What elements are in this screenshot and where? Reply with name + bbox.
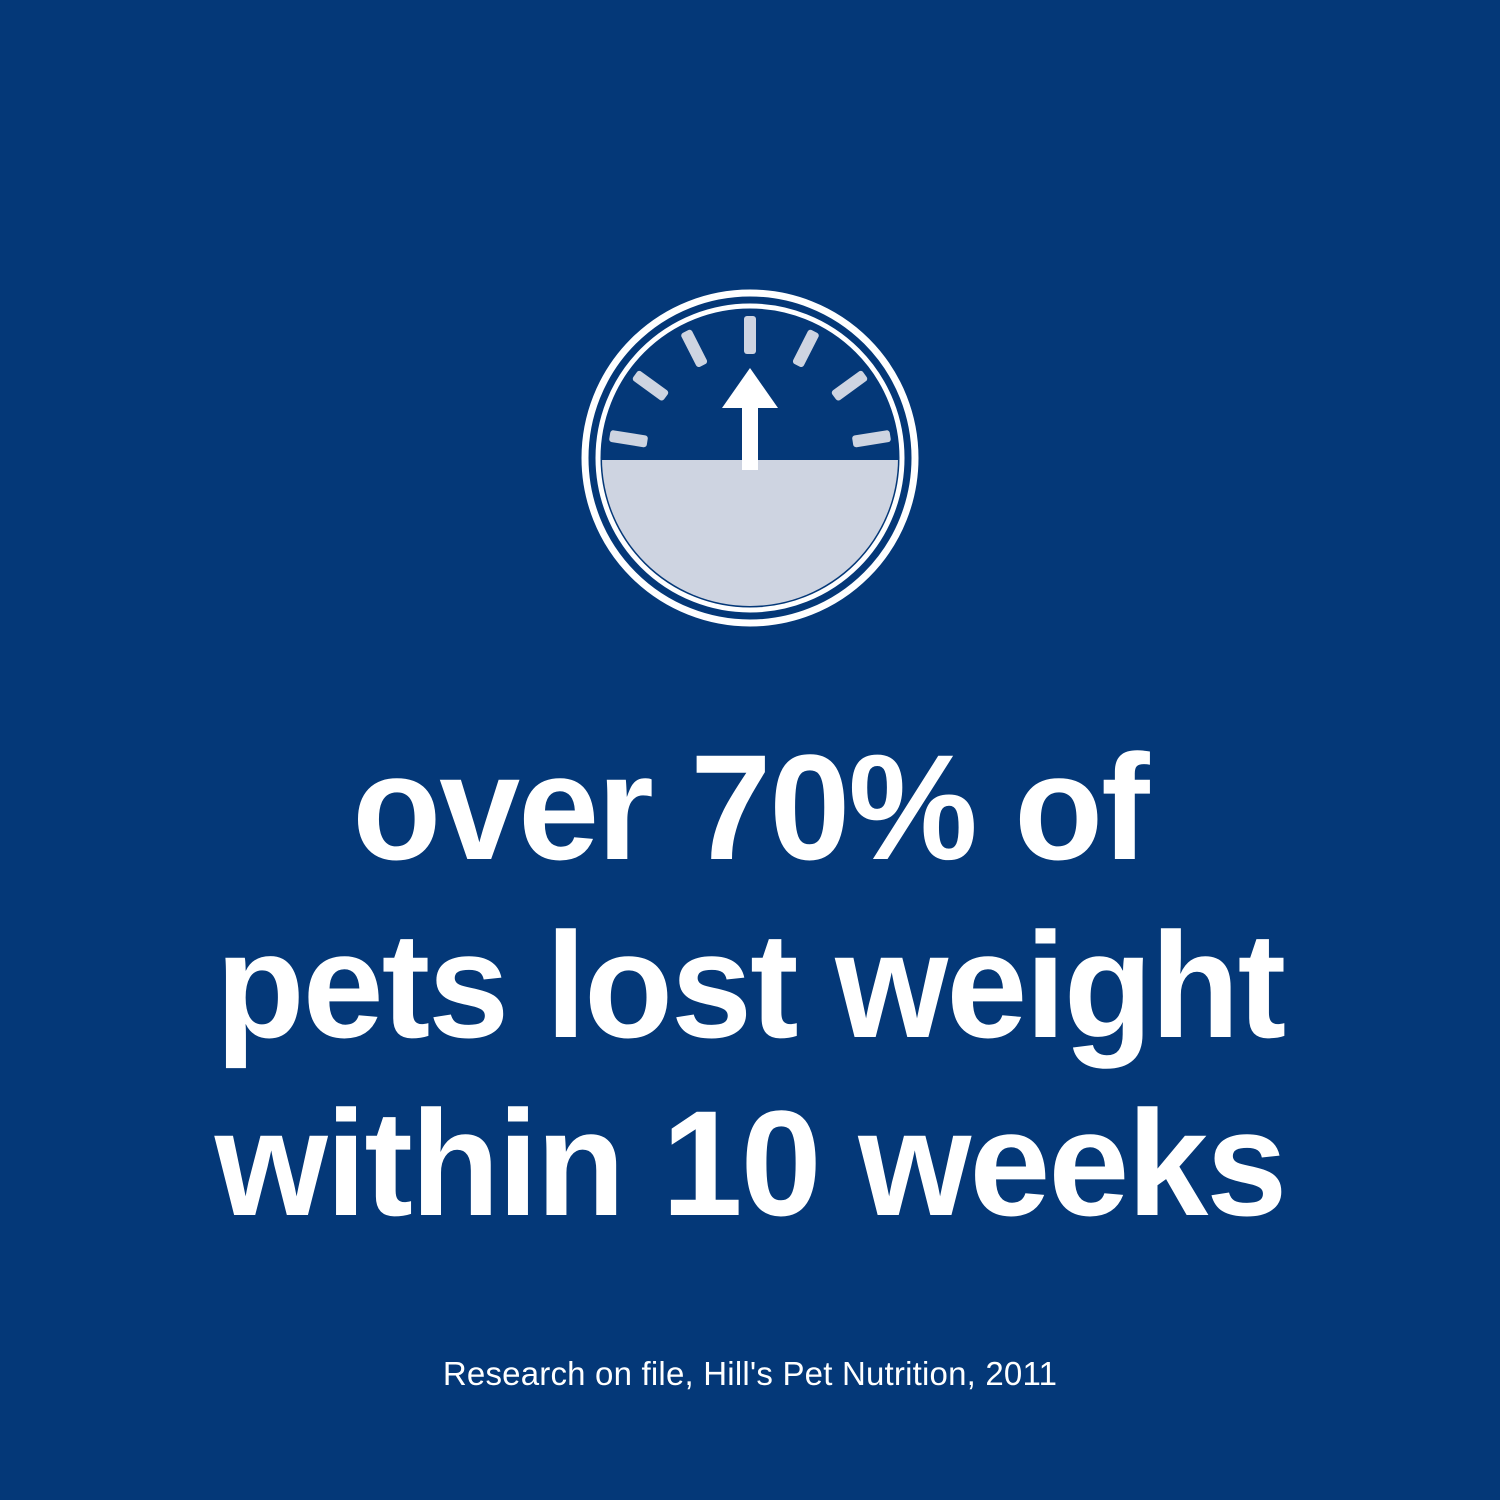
- gauge-dial-fill: [602, 460, 898, 606]
- gauge-tick-l1: [681, 329, 708, 368]
- gauge-inner-ring: [595, 303, 905, 613]
- gauge-tick-r2: [831, 370, 868, 401]
- headline-line-2: pets lost weight: [215, 901, 1286, 1069]
- gauge-outer-ring: [581, 289, 919, 627]
- gauge-tick-r3: [852, 430, 891, 448]
- weight-scale-gauge-icon: [581, 289, 919, 627]
- gauge-tick-r1: [792, 329, 819, 368]
- gauge-tick-marks: [609, 316, 891, 448]
- headline-line-3: within 10 weeks: [214, 1079, 1288, 1247]
- footnote-citation: Research on file, Hill's Pet Nutrition, …: [442, 1355, 1058, 1392]
- gauge-tick-l3: [609, 430, 648, 448]
- gauge-needle-arrow-icon: [722, 368, 778, 470]
- headline-line-1: over 70% of: [352, 723, 1149, 891]
- gauge-tick-0: [744, 316, 756, 354]
- gauge-icon-container: [578, 286, 922, 630]
- gauge-tick-l2: [632, 370, 669, 401]
- headline: over 70% of pets lost weight within 10 w…: [0, 718, 1500, 1252]
